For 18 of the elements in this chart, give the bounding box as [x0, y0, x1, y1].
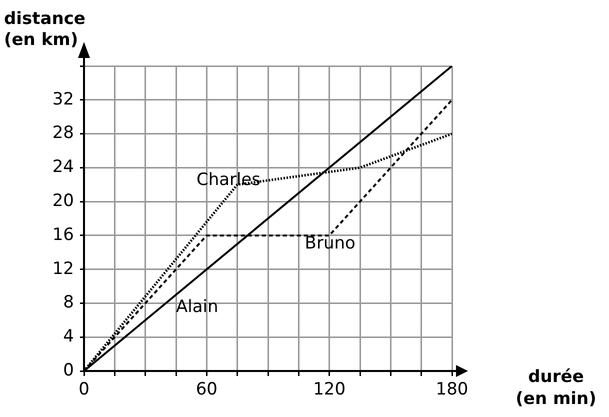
series-label: Alain — [176, 296, 218, 317]
y-tick-label: 32 — [52, 89, 74, 110]
series-label: Charles — [196, 170, 261, 190]
x-tick-label: 0 — [78, 380, 90, 400]
x-tick-label: 120 — [313, 380, 346, 400]
y-tick-label: 24 — [52, 157, 74, 178]
y-tick-label: 16 — [52, 224, 74, 245]
y-tick-label: 0 — [63, 360, 74, 380]
y-tick-label: 28 — [52, 123, 74, 144]
y-axis-title: distance (en km) — [4, 9, 86, 50]
y-tick-label: 12 — [52, 258, 74, 279]
y-tick-label: 4 — [63, 326, 74, 347]
x-tick-label: 60 — [196, 380, 218, 400]
x-axis-title: durée (en min) — [516, 367, 596, 409]
x-tick-label: 180 — [436, 380, 468, 400]
series-label: Bruno — [304, 233, 356, 254]
y-tick-label: 20 — [52, 190, 74, 211]
y-tick-label: 8 — [63, 292, 74, 313]
